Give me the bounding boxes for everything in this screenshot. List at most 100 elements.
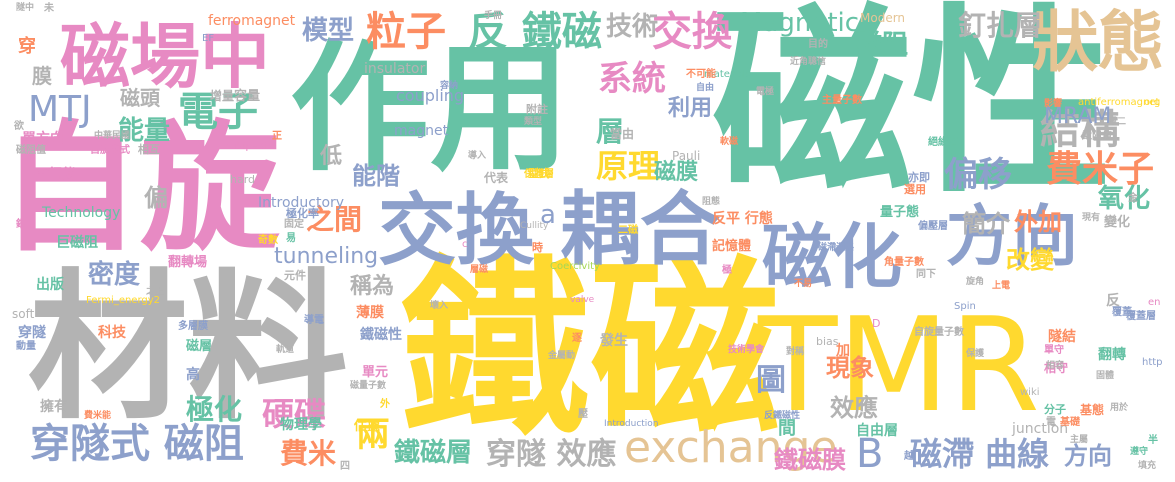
word-jinjiaocongxin: 近角聰信 [790,57,827,67]
word-ouhe: 耦合 [560,183,720,276]
word-dianzuzhi: 電阻值 [1082,131,1112,142]
word-cenger: 層二 [1108,117,1127,127]
word-chuan: 穿 [18,36,36,57]
word-magnet: magnet [394,123,449,139]
word-materials: materials [704,69,751,80]
word-huairu: 壞入 [430,301,449,311]
word-xiangrong: 相容 [1046,361,1065,371]
word-jinshudong: 金屬動 [548,351,576,361]
word-mo: 膜 [32,64,52,88]
word-soft: soft [12,307,35,321]
word-baohuceng: 保護層 [524,169,554,180]
word-yongyou: 擁有 [40,399,68,415]
word-zhonghuaminguo: 中華民國 [94,131,131,141]
word-wei: 未 [44,3,54,14]
word-a: a [540,200,556,230]
word-wulixue: 物理學 [280,417,322,433]
word-jiegou: 結構 [1040,107,1120,153]
word-suijie: 隧結 [1048,329,1076,345]
word-zhishang: 之上 [146,287,165,297]
word-zuoyong: 作用 [290,28,571,191]
word-midu: 密度 [88,260,141,290]
word-http: http [1142,357,1163,368]
word-yiji: 亦即 [908,171,930,184]
word-modern: Modern [860,11,906,25]
word-wai: 外 [380,399,390,410]
word-ruanci: 軟磁 [720,137,739,147]
word-danfangxiang: 單方向 [22,131,64,147]
word-tiecíceng: 鐵磁層 [394,438,473,468]
word-junction: junction [1012,421,1069,437]
word-c: c [462,239,468,250]
word-jiaohuan-pink: 交換 [652,9,732,55]
word-tong: 銅 [16,219,26,230]
word-dianji: 電極 [756,87,775,97]
word-chuansui-small: 穿隧 [18,325,46,341]
word-leixing: 類型 [524,117,543,127]
word-ferromagnet: ferromagnet [208,13,296,29]
word-ceng: 層 [596,115,625,148]
word-shangdian: 上電 [992,281,1011,291]
word-fanpingxingtai: 反平 行態 [712,211,773,227]
word-chengwei: 稱為 [350,274,395,299]
word-ya: 壓 [578,409,588,420]
word-fugaiceng: 覆蓋層 [1126,311,1156,322]
word-jin: 金 [1128,193,1138,204]
word-juciizu: 巨磁阻 [56,235,98,251]
word-daibiao: 代表 [484,171,509,185]
word-mtj: MTJ [28,89,92,130]
word-pingxingtai: 平行態 [34,167,76,183]
word-fan: 反 [1106,293,1120,309]
word-yue: 越 [904,451,914,462]
word-danyuan: 單元 [362,365,389,380]
word-lizi: 粒子 [366,9,446,55]
word-feimizi: 費米子 [1046,149,1155,190]
word-yi: 易 [286,233,296,244]
word-buyi: 不易 [794,279,813,289]
word-xuanjiao: 旋角 [966,277,985,287]
word-nengjie: 能階 [352,162,400,190]
word-tianchong: 填充 [1138,461,1157,471]
word-guding: 固定 [284,219,304,230]
word-cimo: 磁膜 [654,160,699,185]
word-guju: 估據 [354,419,381,434]
word-liyong: 利用 [668,96,713,121]
word-mram: MRAM [1044,104,1112,129]
word-ziyou: 自由 [696,83,715,93]
word-rongliang: 容量 [234,89,261,104]
word-xitong: 系統 [598,59,666,99]
word-danshou: 單守 [1044,345,1064,356]
word-chuban: 出版 [36,277,64,293]
word-ban: 半 [1148,435,1158,446]
word-wiki: wiki [1020,387,1040,398]
word-fermi-energy2: Fermi_energy2 [86,295,161,306]
word-waijia: 外加 [1014,208,1062,236]
word-suizhong: 隧中 [16,3,35,13]
word-yongyu: 用於 [1110,403,1129,413]
word-cihua: 磁化 [762,216,902,298]
word-fangxiang-big: 方向 [946,198,1078,275]
word-insulator: insulator [364,61,426,77]
word-daodian: 導電 [304,315,324,326]
word-zhuangtai: 狀態 [1032,4,1164,81]
word-cizhihuilu: 磁滯迴路 [818,243,855,253]
word-tunneling: tunneling [274,244,379,269]
word-tiecímo: 鐵磁膜 [774,446,846,474]
word-yuanli: 原理 [596,147,661,185]
word-tiecixing: 鐵磁性 [360,327,402,343]
word-dongliang: 動量 [16,341,36,352]
word-xianyou: 現有 [1082,213,1101,223]
word-chuansui-xiaoying: 穿隧 效應 [486,437,617,472]
word-fuzhu: 附註 [526,103,548,116]
word-jiaohuan-big: 交換 [378,186,535,276]
word-ciliangzishu: 磁量子數 [350,381,387,391]
word-duicheng: 對稱 [786,347,805,357]
word-cizhi-quxian: 磁滯 曲線 [910,435,1050,473]
word-antiferromagnet: antiferromagnet [1078,97,1160,108]
word-cailiao: 材料 [28,254,349,441]
word-ciceng: 磁層 [186,339,213,354]
word-dian: 電 [1046,417,1056,428]
word-zunshou: 遵守 [1130,447,1149,457]
word-moxing: 模型 [302,16,355,46]
word-jiyiti: 記憶體 [712,239,752,254]
